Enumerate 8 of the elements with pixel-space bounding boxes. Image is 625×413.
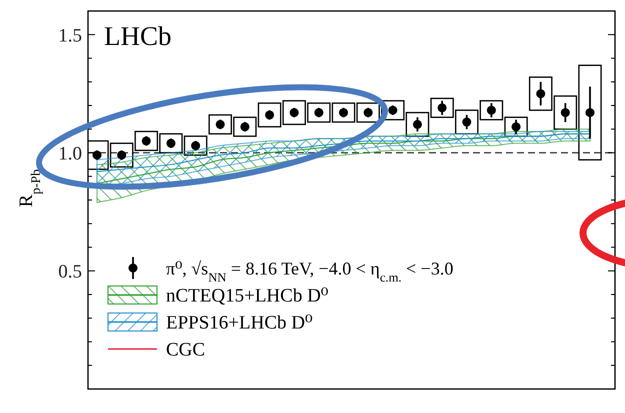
legend-label: EPPS16+LHCb D⁰ [166,312,313,334]
y-tick-label: 1.0 [58,143,82,164]
legend-label: π⁰, √s$_{NN}$ = 8.16 TeV, −4.0 < η$_{c.m.}$ < −3.0 [166,258,454,284]
y-tick-label: 1.5 [58,25,82,46]
legend-label: CGC [166,340,206,361]
annotation: LHCb [104,21,172,51]
y-tick-label: 0.5 [58,262,82,283]
legend-label: nCTEQ15+LHCb D⁰ [166,286,329,307]
